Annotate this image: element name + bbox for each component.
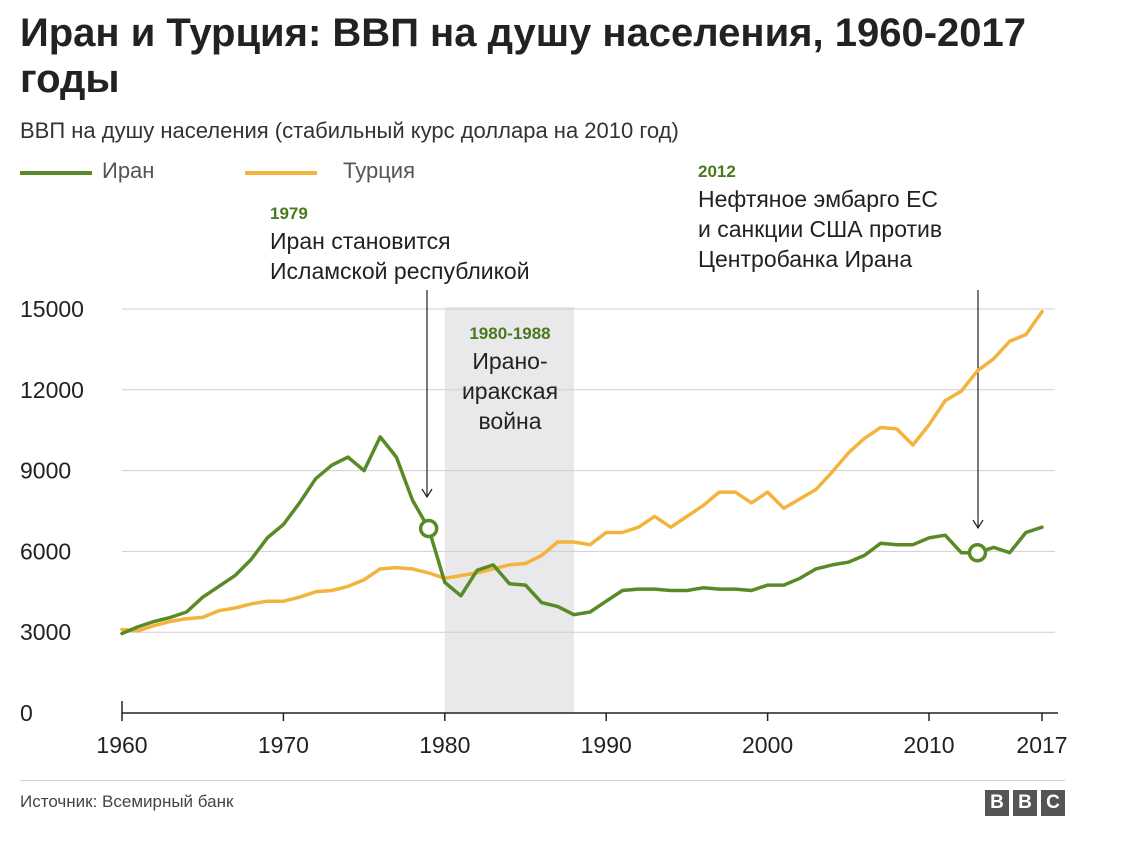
- y-tick-label: 6000: [20, 538, 71, 564]
- y-tick-label: 0: [20, 700, 33, 726]
- y-tick-label: 15000: [20, 296, 84, 322]
- annotation-2012: 2012 Нефтяное эмбарго ЕС и санкции США п…: [698, 160, 942, 274]
- legend-swatch-turkey: [245, 171, 317, 175]
- annotation-war: 1980-1988 Ирано- иракская война: [446, 322, 574, 436]
- footer-divider: [20, 780, 1065, 781]
- logo-letter-c: C: [1041, 790, 1065, 816]
- annotation-1979-text: Иран становится Исламской республикой: [270, 228, 530, 284]
- annotation-2012-text: Нефтяное эмбарго ЕС и санкции США против…: [698, 186, 943, 272]
- arrow-1979-head: [421, 488, 433, 499]
- event-marker: [418, 518, 439, 539]
- legend-swatch-iran: [20, 171, 92, 175]
- x-tick-label: 1960: [96, 732, 147, 758]
- x-tick-label: 2010: [903, 732, 954, 758]
- y-tick-label: 3000: [20, 619, 71, 645]
- annotation-war-text: Ирано- иракская война: [461, 348, 559, 434]
- series-line-iran: [120, 435, 1044, 636]
- y-tick-label: 12000: [20, 377, 84, 403]
- annotation-2012-year: 2012: [698, 162, 736, 181]
- chart-title: Иран и Турция: ВВП на душу населения, 19…: [20, 11, 1027, 101]
- chart-subtitle: ВВП на душу населения (стабильный курс д…: [20, 118, 679, 143]
- legend-label-turkey: Турция: [343, 158, 415, 183]
- x-tick-label: 1990: [581, 732, 632, 758]
- legend-label-iran: Иран: [102, 158, 155, 183]
- source-note: Источник: Всемирный банк: [20, 792, 234, 811]
- logo-letter-b2: B: [1013, 790, 1037, 816]
- series-line-turkey: [120, 309, 1044, 633]
- x-tick-label: 2000: [742, 732, 793, 758]
- annotation-war-years: 1980-1988: [469, 324, 551, 343]
- x-tick-label: 1970: [258, 732, 309, 758]
- logo-letter-b1: B: [985, 790, 1009, 816]
- x-tick-label: 1980: [419, 732, 470, 758]
- annotation-1979: 1979 Иран становится Исламской республик…: [270, 202, 530, 286]
- shaded-period: [444, 307, 574, 713]
- arrow-2012-head: [972, 519, 984, 530]
- event-marker: [967, 542, 988, 563]
- y-tick-label: 9000: [20, 458, 71, 484]
- x-tick-label: 2017: [1016, 732, 1067, 758]
- bbc-logo: B B C: [985, 790, 1065, 816]
- annotation-1979-year: 1979: [270, 204, 308, 223]
